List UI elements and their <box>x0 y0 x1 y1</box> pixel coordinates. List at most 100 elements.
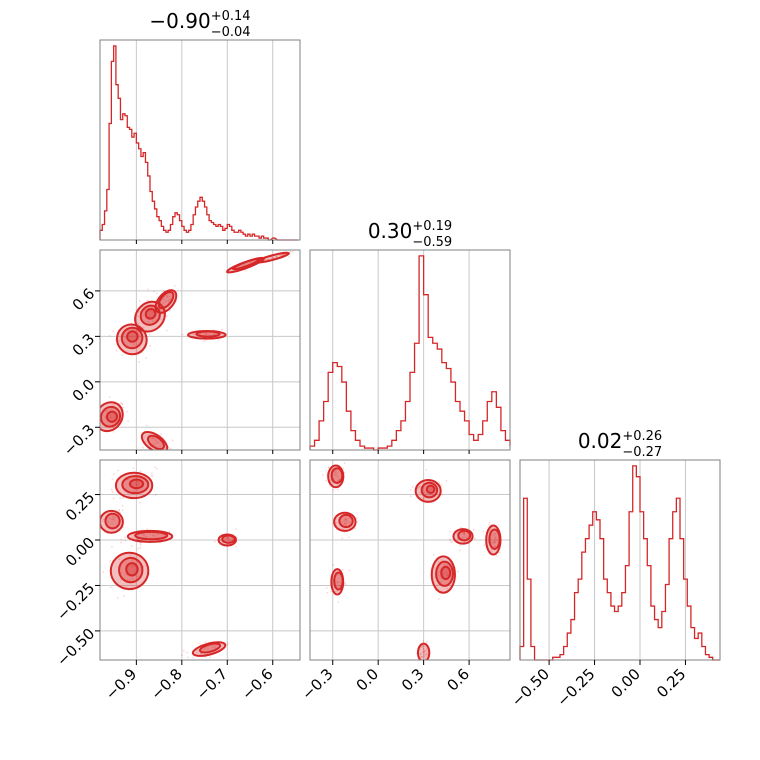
sample-point <box>276 256 278 258</box>
sample-point <box>196 649 199 652</box>
sample-point <box>110 518 113 521</box>
sample-point <box>493 545 496 548</box>
sample-point <box>139 546 142 549</box>
sample-point <box>174 284 176 287</box>
sample-point <box>138 333 140 335</box>
sample-point <box>227 540 230 543</box>
sample-point <box>112 517 115 520</box>
sample-point <box>155 292 158 295</box>
sample-point <box>420 653 422 656</box>
param-title-p0: −0.90+0.14 −0.04 <box>149 9 250 40</box>
sample-point <box>440 483 443 486</box>
sample-point <box>130 565 133 568</box>
scatter-panel-p1-p2-contours <box>327 464 502 660</box>
sample-point <box>209 656 212 659</box>
sample-point <box>151 535 154 537</box>
histogram-p1 <box>309 255 511 451</box>
sample-point <box>336 590 338 593</box>
sample-point <box>142 446 144 449</box>
sample-point <box>420 656 423 659</box>
contour-blob <box>191 641 227 657</box>
sample-point <box>462 536 464 539</box>
sample-point <box>167 300 170 302</box>
sample-point <box>156 533 159 536</box>
sample-point <box>108 396 111 398</box>
sample-point <box>203 647 206 650</box>
sample-point <box>154 442 157 445</box>
sample-point <box>419 653 422 655</box>
sample-point <box>425 657 427 660</box>
sample-point <box>126 410 128 413</box>
sample-point <box>133 565 136 568</box>
sample-point <box>111 515 114 518</box>
sample-point <box>491 541 494 544</box>
sample-point <box>110 408 112 411</box>
sample-point <box>426 652 429 654</box>
sample-point <box>446 574 449 577</box>
sample-point <box>132 536 135 539</box>
sample-point <box>423 651 426 653</box>
sample-point <box>152 437 154 440</box>
sample-point <box>154 535 156 537</box>
sample-point <box>198 333 201 335</box>
sample-point <box>108 334 111 337</box>
sample-point <box>128 578 131 581</box>
sample-point <box>411 485 414 488</box>
contour-level <box>144 308 157 320</box>
sample-point <box>132 564 134 567</box>
sample-point <box>227 537 230 540</box>
sample-point <box>423 497 425 499</box>
sample-point <box>202 340 205 343</box>
sample-point <box>419 491 422 494</box>
sample-point <box>223 538 226 541</box>
minus-error: −0.27 <box>622 445 662 460</box>
contour-blob <box>114 471 154 500</box>
sample-point <box>332 563 335 566</box>
sample-point <box>337 601 340 604</box>
sample-point <box>450 541 453 544</box>
sample-point <box>229 537 231 540</box>
sample-point <box>214 333 217 336</box>
sample-point <box>111 478 114 481</box>
sample-point <box>244 269 247 272</box>
sample-point <box>343 519 346 521</box>
scatter-panel-p0-p1-frame <box>99 249 301 451</box>
sample-point <box>149 316 152 319</box>
sample-point <box>152 534 155 537</box>
sample-point <box>422 647 425 650</box>
sample-point <box>133 342 136 345</box>
sample-point <box>168 530 171 533</box>
sample-point <box>118 339 121 342</box>
sample-point <box>419 485 422 488</box>
contour-blob <box>134 300 166 333</box>
sample-point <box>109 560 112 563</box>
sample-point <box>439 577 442 580</box>
sample-point <box>149 533 152 535</box>
sample-point <box>337 479 340 482</box>
sample-point <box>437 598 440 600</box>
sample-point <box>463 532 466 534</box>
sample-point <box>120 541 122 544</box>
sample-point <box>342 568 344 571</box>
sample-point <box>422 497 425 500</box>
sample-point <box>336 483 339 486</box>
sample-point <box>123 595 126 597</box>
sample-point <box>169 447 172 450</box>
scatter-panel-p0-p2-contours <box>100 471 237 657</box>
sample-point <box>433 566 436 569</box>
sample-point <box>142 533 145 535</box>
sample-point <box>145 424 148 427</box>
sample-point <box>289 250 292 253</box>
sample-point <box>330 590 333 593</box>
sample-point <box>131 482 133 485</box>
sample-point <box>115 349 118 352</box>
sample-point <box>490 527 493 529</box>
sample-point <box>127 329 130 332</box>
sample-point <box>422 655 425 658</box>
sample-point <box>345 518 348 521</box>
sample-point <box>463 533 466 536</box>
sample-point <box>111 490 114 493</box>
sample-point <box>437 571 440 574</box>
sample-point <box>496 538 499 541</box>
